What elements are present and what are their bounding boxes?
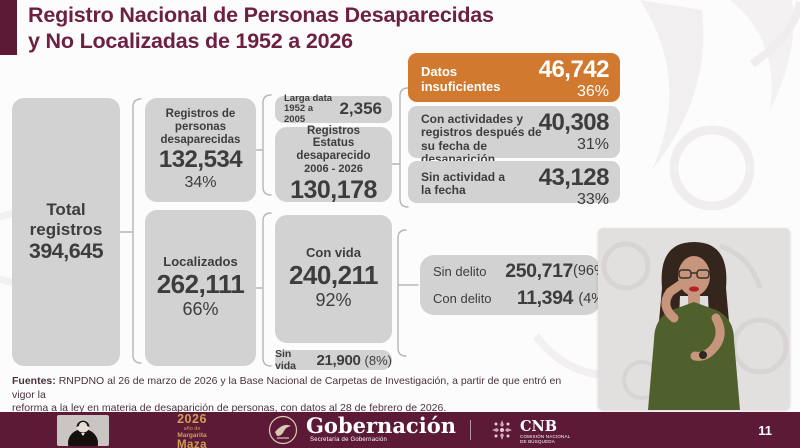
estatus-range: 2006 - 2026 [304, 163, 363, 176]
gobernacion-name: Gobernación [306, 413, 456, 438]
con-vida-label: Con vida [306, 245, 361, 261]
source-note: Fuentes: RNPDNO al 26 de marzo de 2026 y… [12, 375, 572, 416]
title-years: 1952 a 2026 [235, 29, 354, 53]
sin-delito-label: Sin delito [433, 263, 487, 279]
sign-interpreter-video [598, 228, 790, 410]
gobernacion-wordmark: Gobernación Secretaría de Gobernación [306, 414, 456, 443]
localizados-pct: 66% [182, 299, 219, 320]
localizados-label: Localizados [163, 254, 238, 270]
gobernacion-sub: Secretaría de Gobernación [310, 437, 388, 443]
source-label: Fuentes: [12, 375, 56, 387]
footer-divider [470, 420, 471, 440]
source-line1: Fuentes: RNPDNO al 26 de marzo de 2026 y… [12, 375, 562, 401]
sin-actividad-pct: 33% [576, 191, 609, 209]
total-registros-box: Total registros 394,645 [12, 98, 120, 366]
desaparecidas-label: Registros de personas desaparecidas [160, 107, 241, 146]
page-number: 11 [758, 423, 772, 438]
sin-vida-value: 21,900 [316, 351, 361, 369]
estatus-label: Registros Estatus desaparecido [296, 124, 371, 163]
cnb-name: CNB [520, 418, 558, 435]
title-line1: Registro Nacional de Personas Desapareci… [28, 3, 494, 27]
margarita-maza-portrait [57, 415, 109, 446]
sin-vida-label: Sin vida [275, 348, 297, 372]
con-vida-value: 240,211 [288, 259, 379, 290]
desaparecidas-box: Registros de personas desaparecidas 132,… [145, 98, 256, 202]
localizados-box: Localizados 262,111 66% [145, 210, 256, 366]
datos-insuficientes-pct: 36% [576, 83, 609, 101]
con-actividades-box: Con actividades y registros después de s… [408, 106, 620, 166]
delito-box: Sin delito 250,717 (96%) Con delito 11,3… [420, 255, 612, 315]
maza-year-mark: 2026 año de Margarita Maza [160, 413, 224, 448]
con-vida-box: Con vida 240,211 92% [275, 215, 392, 343]
con-actividades-label: Con actividades y registros después de s… [421, 112, 542, 167]
datos-insuficientes-value: 46,742 [538, 56, 610, 83]
sign-interpreter-figure [601, 241, 789, 410]
con-delito-value: 11,394 [516, 287, 574, 310]
desaparecidas-value: 132,534 [158, 145, 243, 173]
estatus-value: 130,178 [290, 175, 377, 204]
cnb-wordmark: CNB COMISIÓN NACIONAL DE BÚSQUEDA [520, 419, 572, 445]
desaparecidas-pct: 34% [184, 173, 217, 191]
estatus-desaparecido-box: Registros Estatus desaparecido 2006 - 20… [275, 124, 392, 204]
gobernacion-seal-icon [268, 415, 298, 445]
con-actividades-stats: 40,308 31% [538, 109, 610, 154]
total-value: 394,645 [28, 239, 104, 264]
footer-bar: 2026 año de Margarita Maza Gobernación S… [0, 412, 800, 448]
larga-data-value: 2,356 [339, 99, 382, 119]
page-title: Registro Nacional de Personas Desapareci… [28, 2, 494, 54]
datos-insuficientes-box: Datos insuficientes 46,742 36% [408, 53, 620, 102]
maza-name: Maza [176, 438, 208, 448]
title-accent-bar [0, 0, 17, 55]
con-delito-label: Con delito [433, 291, 492, 307]
sin-vida-pill: Sin vida 21,900 (8%) [275, 348, 392, 372]
larga-data-label: Larga data 1952 a 2005 [284, 92, 333, 125]
datos-insuficientes-label: Datos insuficientes [421, 64, 501, 94]
sin-actividad-label: Sin actividad a la fecha [421, 170, 506, 198]
source-line2: reforma a la ley en materia de desaparic… [12, 402, 447, 414]
title-line2: y No Localizadas de 1952 a 2026 [28, 29, 354, 53]
datos-insuficientes-stats: 46,742 36% [538, 56, 610, 101]
sin-delito-value: 250,717 [505, 259, 573, 282]
larga-data-box: Larga data 1952 a 2005 2,356 [275, 92, 392, 125]
maza-margarita: Margarita [177, 432, 207, 439]
sin-actividad-box: Sin actividad a la fecha 43,128 33% [408, 161, 620, 208]
sin-actividad-stats: 43,128 33% [538, 164, 610, 209]
con-actividades-value: 40,308 [538, 109, 610, 136]
cnb-logo-icon [492, 420, 512, 440]
cnb-sub: COMISIÓN NACIONAL DE BÚSQUEDA [520, 434, 571, 445]
maza-year: 2026 [177, 412, 207, 426]
con-vida-pct: 92% [315, 290, 352, 311]
con-actividades-pct: 31% [576, 136, 609, 154]
localizados-value: 262,111 [156, 268, 245, 299]
sin-vida-pct: (8%) [364, 352, 392, 368]
maza-sub: año de [183, 425, 201, 432]
sin-actividad-value: 43,128 [538, 164, 610, 191]
total-label: Total registros [29, 199, 103, 239]
